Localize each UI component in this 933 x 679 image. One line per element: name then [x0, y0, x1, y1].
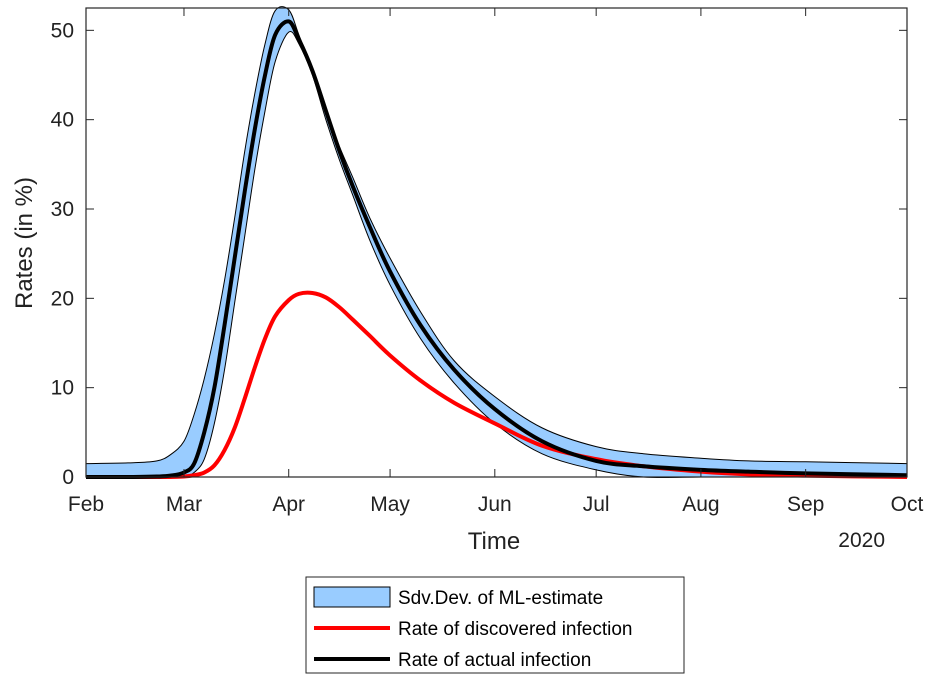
x-axis-title: Time — [468, 528, 520, 555]
y-tick-label: 50 — [51, 19, 74, 42]
y-axis-title: Rates (in %) — [11, 177, 38, 309]
y-tick-label: 0 — [62, 466, 74, 489]
legend-label-discovered: Rate of discovered infection — [398, 619, 632, 640]
x-tick-label: Apr — [272, 493, 305, 516]
lines-layer — [85, 19, 908, 480]
x-tick-label: Sep — [787, 493, 824, 516]
ticks-layer: 0 10 20 30 40 50 Feb Mar Apr May Jun Jul Aug Sep Oct — [51, 8, 924, 516]
x-tick-label: May — [370, 493, 410, 516]
legend: Sdv.Dev. of ML-estimate Rate of discover… — [305, 576, 685, 674]
plot-frame — [85, 7, 908, 478]
legend-swatch-band — [313, 586, 391, 608]
actual-infection-line — [85, 19, 908, 480]
y-tick-label: 40 — [51, 109, 74, 132]
x-tick-label: Mar — [166, 493, 202, 516]
x-tick-label: Feb — [68, 493, 104, 516]
y-tick-label: 30 — [51, 198, 74, 221]
x-tick-label: Jul — [583, 493, 610, 516]
x-tick-label: Aug — [682, 493, 719, 516]
y-tick-label: 10 — [51, 377, 74, 400]
x-tick-label: Jun — [478, 493, 512, 516]
x-tick-label: Oct — [891, 493, 924, 516]
year-label: 2020 — [838, 529, 885, 552]
legend-label-band: Sdv.Dev. of ML-estimate — [398, 588, 603, 609]
y-tick-label: 20 — [51, 287, 74, 310]
legend-label-actual: Rate of actual infection — [398, 650, 591, 671]
